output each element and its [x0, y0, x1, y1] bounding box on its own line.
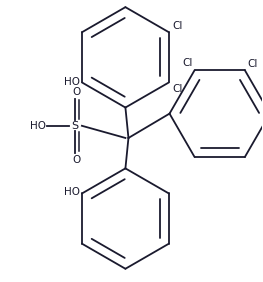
Text: Cl: Cl	[172, 21, 182, 31]
Text: S: S	[72, 121, 79, 131]
Text: Cl: Cl	[183, 58, 193, 68]
Text: Cl: Cl	[248, 59, 258, 69]
Text: HO: HO	[63, 187, 79, 197]
Text: HO: HO	[30, 121, 46, 131]
Text: HO: HO	[63, 78, 79, 87]
Text: O: O	[73, 87, 81, 97]
Text: Cl: Cl	[172, 84, 182, 94]
Text: O: O	[73, 155, 81, 165]
